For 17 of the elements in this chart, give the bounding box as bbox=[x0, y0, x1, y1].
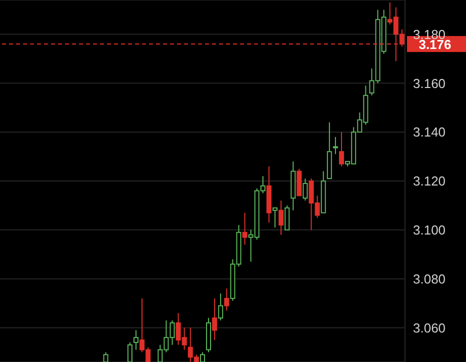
candlestick bbox=[339, 132, 344, 167]
candlestick bbox=[212, 298, 218, 340]
candlestick bbox=[332, 136, 338, 155]
y-tick-label: 3.120 bbox=[413, 174, 446, 189]
candlestick bbox=[242, 212, 248, 246]
candlestick bbox=[272, 207, 278, 228]
y-tick-label: 3.160 bbox=[413, 76, 446, 91]
y-tick-label: 3.060 bbox=[413, 320, 446, 336]
candlestick bbox=[284, 204, 290, 230]
y-tick-label: 3.140 bbox=[413, 124, 446, 140]
candlestick bbox=[224, 288, 230, 312]
candlestick bbox=[218, 293, 224, 321]
candlestick bbox=[278, 200, 284, 236]
candlestick bbox=[133, 330, 138, 350]
y-tick-label: 3.080 bbox=[413, 271, 446, 286]
y-tick-label: 3.100 bbox=[413, 222, 446, 238]
candlestick bbox=[302, 178, 308, 202]
